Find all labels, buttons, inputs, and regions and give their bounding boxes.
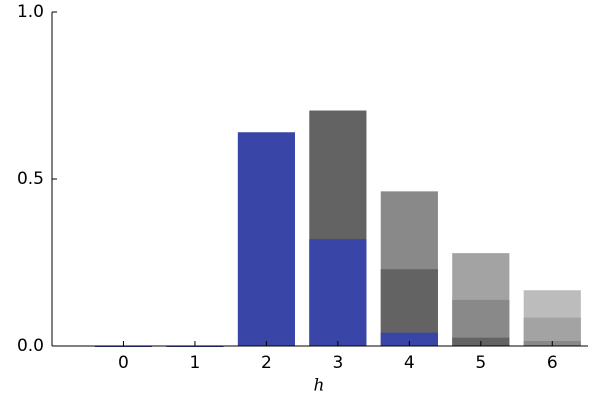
x-tick-label: 2: [261, 353, 272, 373]
x-tick-label: 0: [118, 353, 129, 373]
x-tick-label: 1: [190, 353, 201, 373]
y-tick-label: 0.5: [17, 169, 44, 189]
x-tick-label: 5: [475, 353, 486, 373]
x-tick-label: 3: [332, 353, 343, 373]
x-tick-label: 4: [404, 353, 415, 373]
x-axis-label: h: [314, 376, 325, 396]
bar: [380, 332, 438, 346]
y-tick-label: 1.0: [17, 2, 44, 22]
bar: [237, 132, 295, 346]
x-tick-label: 6: [547, 353, 558, 373]
y-tick-label: 0.0: [17, 336, 44, 356]
bar: [309, 239, 367, 346]
